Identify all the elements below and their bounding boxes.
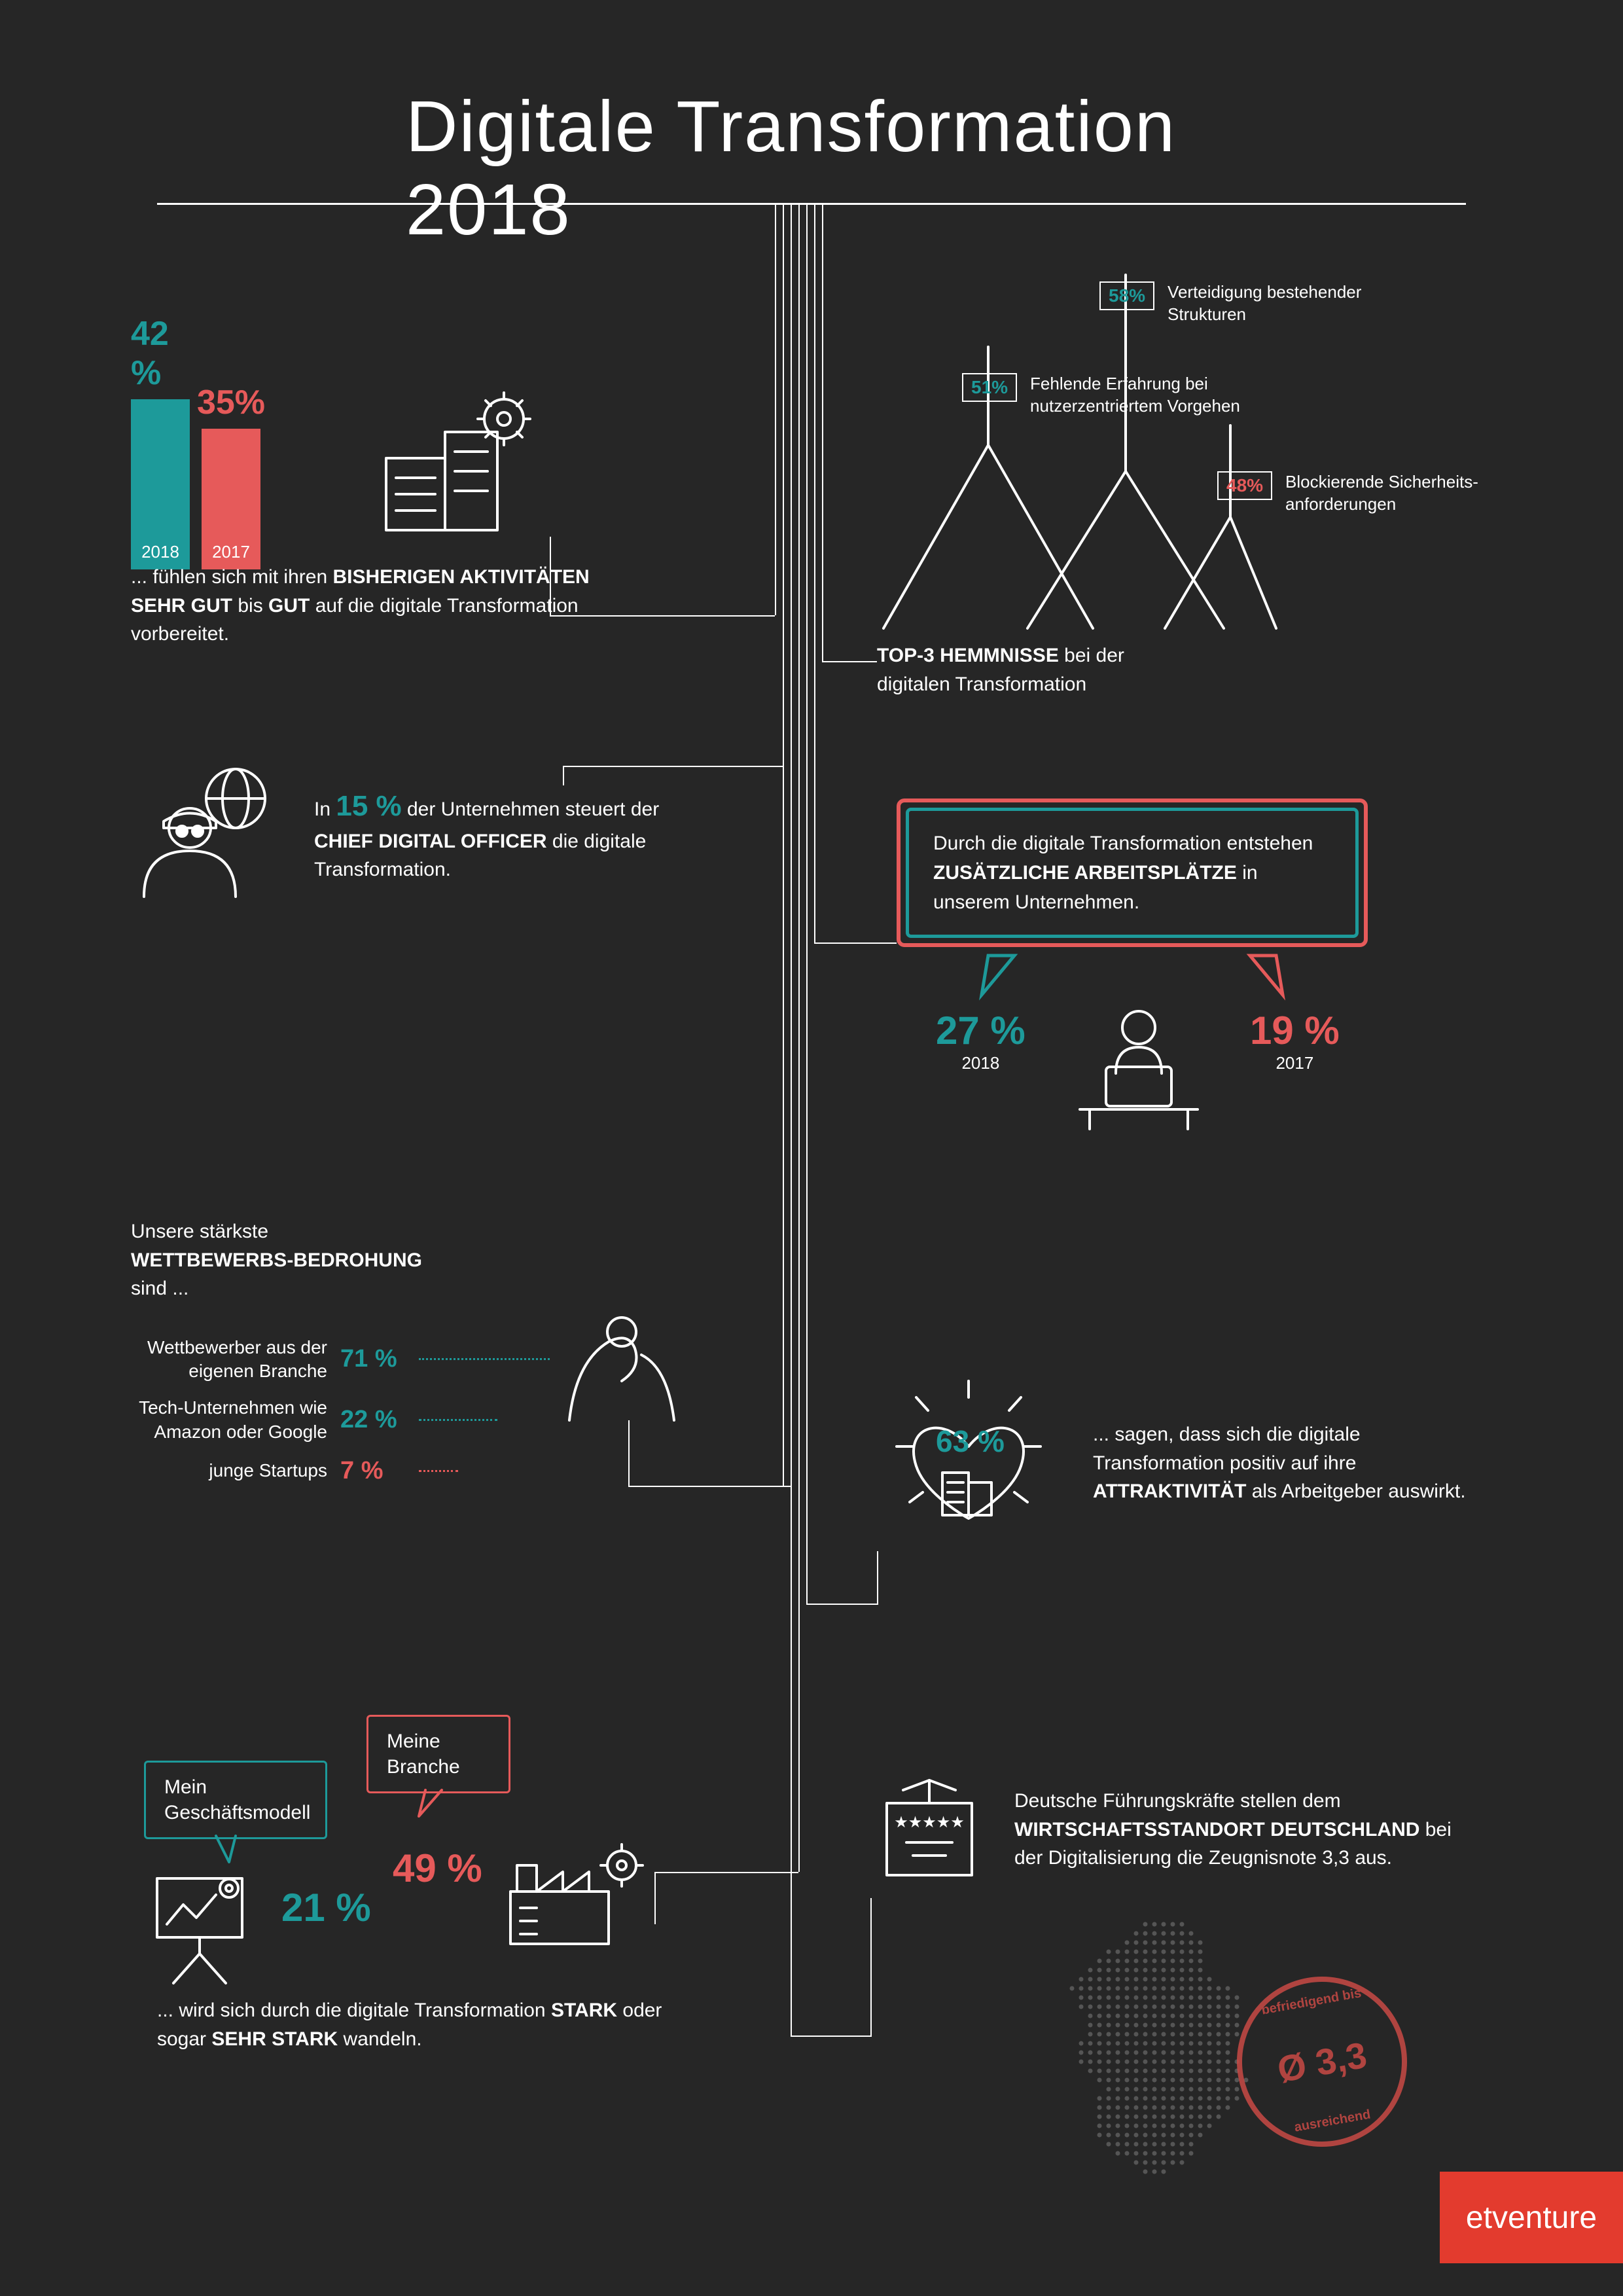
text: ... fühlen sich mit ihren — [131, 566, 332, 588]
logo-etventure: etventure — [1440, 2172, 1623, 2263]
competitors-heading: Unsere stärkste WETTBEWERBS-BEDROHUNG si… — [131, 1217, 458, 1303]
connector — [550, 615, 775, 617]
officer-globe-icon — [131, 766, 288, 910]
flag-label: Verteidigung bestehender Strukturen — [1168, 281, 1397, 326]
jobs-bubble-text: Durch die digitale Transformation entste… — [933, 829, 1331, 917]
jobs-pct-2018: 27 % — [936, 1008, 1026, 1053]
text: Deutsche Führungskräfte stellen dem — [1014, 1790, 1341, 1812]
text-bold: SEHR STARK — [211, 2028, 338, 2050]
comp-row: junge Startups 7 % — [131, 1457, 628, 1485]
flag-3: 48% Blockierende Sicherheits- anforderun… — [1217, 471, 1501, 516]
svg-text:★★★★★: ★★★★★ — [894, 1814, 965, 1831]
text-bold: ATTRAKTIVITÄT — [1093, 1480, 1246, 1502]
person-desk-icon — [1067, 1001, 1211, 1132]
comp-dotline — [419, 1419, 497, 1421]
comp-pct: 22 % — [340, 1406, 406, 1434]
flipchart-icon — [144, 1865, 268, 1990]
connector — [628, 1486, 791, 1487]
prepared-bars: 42 % 2018 35% 2017 — [131, 314, 260, 562]
connector — [791, 2036, 870, 2037]
comp-pct: 7 % — [340, 1457, 406, 1485]
connector — [550, 537, 551, 615]
attract-pct: 63 % — [936, 1424, 1005, 1459]
comp-pct: 71 % — [340, 1345, 406, 1373]
change-pct-red: 49 % — [393, 1846, 482, 1891]
attract-caption: ... sagen, dass sich die digitale Transf… — [1093, 1420, 1472, 1506]
cdo-pct: 15 % — [336, 790, 401, 822]
connector — [654, 1872, 798, 1873]
bar-value: 35% — [197, 383, 265, 422]
bar-year: 2017 — [212, 542, 250, 562]
text-bold: WIRTSCHAFTSSTANDORT DEUTSCHLAND — [1014, 1819, 1419, 1840]
flag-pct: 48% — [1217, 471, 1272, 500]
comp-label: Wettbewerber aus der eigenen Branche — [131, 1336, 327, 1384]
bubble-tails — [897, 956, 1368, 1008]
text: In — [314, 798, 336, 820]
text-bold: WETTBEWERBS-BEDROHUNG — [131, 1249, 422, 1271]
jobs-year-2018: 2018 — [936, 1053, 1026, 1073]
text-bold: ZUSÄTZLICHE ARBEITSPLÄTZE — [933, 862, 1237, 884]
text: bis — [232, 595, 268, 617]
text: der Unternehmen steuert der — [402, 798, 660, 820]
comp-dotline — [419, 1358, 550, 1360]
connector-spine — [798, 203, 825, 2036]
text: ... sagen, dass sich die digitale Transf… — [1093, 1424, 1361, 1474]
connector — [563, 766, 564, 785]
cdo-caption: In 15 % der Unternehmen steuert der CHIE… — [314, 785, 681, 884]
panel-competitors: Unsere stärkste WETTBEWERBS-BEDROHUNG si… — [131, 1217, 785, 1498]
flag-2: 51% Fehlende Erfahrung bei nutzerzentrie… — [962, 373, 1279, 418]
connector — [806, 1604, 877, 1605]
flag-1: 58% Verteidigung bestehender Strukturen — [1099, 281, 1397, 326]
obstacles-caption: TOP-3 HEMMNISSE bei der digitalen Transf… — [877, 641, 1191, 698]
stamp-bot: ausreichend — [1293, 2108, 1372, 2136]
connector — [877, 1551, 878, 1605]
flag-pct: 51% — [962, 373, 1017, 402]
text-bold: CHIEF DIGITAL OFFICER — [314, 831, 547, 852]
connector — [870, 1898, 872, 2037]
connector — [628, 1420, 630, 1486]
flag-label: Blockierende Sicherheits- anforderungen — [1285, 471, 1501, 516]
text-bold: STARK — [551, 2000, 617, 2021]
bar-2018: 42 % 2018 — [131, 314, 190, 562]
text: sind ... — [131, 1278, 188, 1299]
jobs-pct-2017: 19 % — [1250, 1008, 1340, 1053]
prepared-caption: ... fühlen sich mit ihren BISHERIGEN AKT… — [131, 563, 641, 649]
panel-obstacles: 58% Verteidigung bestehender Strukturen … — [857, 275, 1512, 694]
connector — [814, 942, 897, 944]
text-bold: GUT — [268, 595, 310, 617]
grade-caption: Deutsche Führungskräfte stellen dem WIRT… — [1014, 1787, 1472, 1873]
panel-change: Mein Geschäftsmodell Meine Branche 21 % … — [131, 1715, 785, 2108]
comp-dotline — [419, 1470, 458, 1472]
stamp-top: befriedigend bis — [1260, 1986, 1363, 2018]
certificate-icon: ★★★★★ — [870, 1780, 988, 1892]
comp-label: Tech-Unternehmen wie Amazon oder Google — [131, 1396, 327, 1444]
text: als Arbeitgeber auswirkt. — [1246, 1480, 1465, 1502]
connector — [654, 1872, 656, 1924]
bar-2017: 35% 2017 — [202, 383, 260, 562]
comp-label: junge Startups — [131, 1459, 327, 1482]
text: ... wird sich durch die digitale Transfo… — [157, 2000, 551, 2021]
flag-pct: 58% — [1099, 281, 1154, 310]
jobs-bubble-outer: Durch die digitale Transformation entste… — [897, 798, 1368, 947]
text-bold: TOP-3 HEMMNISSE — [877, 645, 1059, 666]
bubble-red: Meine Branche — [366, 1715, 510, 1793]
arm-wrestle-icon — [550, 1296, 694, 1440]
text: Durch die digitale Transformation entste… — [933, 833, 1313, 854]
change-caption: ... wird sich durch die digitale Transfo… — [157, 1996, 668, 2053]
panel-jobs: Durch die digitale Transformation entste… — [897, 798, 1433, 947]
connector — [822, 661, 877, 662]
connector — [563, 766, 783, 767]
bubble-teal: Mein Geschäftsmodell — [144, 1761, 327, 1839]
text: wandeln. — [338, 2028, 421, 2050]
flag-label: Fehlende Erfahrung bei nutzerzentriertem… — [1030, 373, 1279, 418]
text: Unsere stärkste — [131, 1221, 268, 1242]
mountains-icon — [877, 406, 1283, 635]
stamp-value: Ø 3,3 — [1274, 2033, 1370, 2090]
bar-value: 42 % — [131, 314, 190, 393]
bar-year: 2018 — [141, 542, 179, 562]
jobs-year-2017: 2017 — [1250, 1053, 1340, 1073]
factory-gear-icon — [497, 1833, 648, 1957]
building-gear-icon — [373, 386, 543, 537]
change-pct-teal: 21 % — [281, 1885, 371, 1930]
